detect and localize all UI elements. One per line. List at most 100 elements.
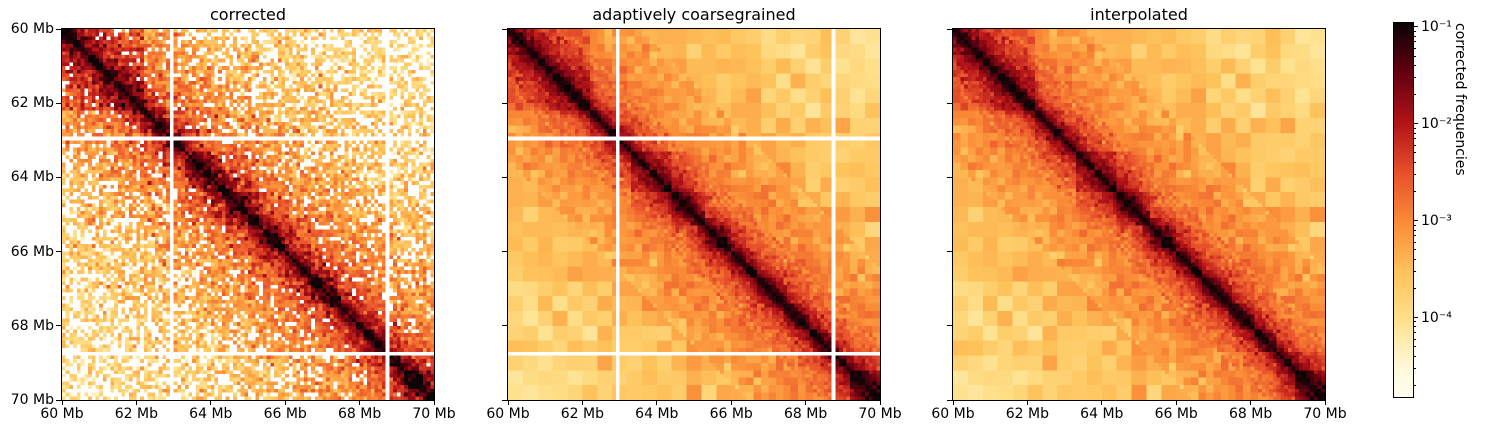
x-tick-mark bbox=[135, 401, 137, 405]
heatmap-canvas-2 bbox=[953, 29, 1325, 400]
colorbar-minor-tick bbox=[1413, 152, 1416, 154]
heatmap-canvas-0 bbox=[62, 29, 434, 400]
y-tick-mark bbox=[502, 251, 507, 253]
colorbar-minor-tick bbox=[1413, 224, 1416, 226]
plot-interpolated bbox=[952, 28, 1326, 401]
x-tick-label: 66 Mb bbox=[709, 406, 753, 422]
y-tick-mark bbox=[502, 399, 507, 401]
colorbar-minor-tick bbox=[1413, 338, 1416, 340]
x-tick-label: 64 Mb bbox=[189, 406, 233, 422]
x-tick-label: 68 Mb bbox=[1228, 406, 1273, 422]
x-tick-mark bbox=[1101, 401, 1103, 405]
colorbar-major-tick bbox=[1413, 26, 1418, 28]
x-tick-mark bbox=[581, 401, 583, 405]
colorbar-minor-tick bbox=[1413, 35, 1416, 37]
x-tick-mark bbox=[1026, 401, 1028, 405]
colorbar-tick-label: 10⁻⁴ bbox=[1421, 309, 1452, 326]
y-tick-mark bbox=[947, 251, 952, 253]
colorbar-minor-tick bbox=[1413, 249, 1416, 251]
colorbar-major-tick bbox=[1413, 123, 1418, 125]
y-tick-mark bbox=[56, 28, 61, 30]
colorbar-major-tick bbox=[1413, 220, 1418, 222]
colorbar-minor-tick bbox=[1413, 77, 1416, 79]
y-tick-mark bbox=[56, 102, 61, 104]
colorbar-tick-label: 10⁻³ bbox=[1421, 212, 1452, 229]
colorbar-minor-tick bbox=[1413, 190, 1416, 192]
colorbar-minor-tick bbox=[1413, 287, 1416, 289]
x-tick-label: 64 Mb bbox=[1080, 406, 1124, 422]
x-tick-label: 64 Mb bbox=[635, 406, 679, 422]
colorbar-minor-tick bbox=[1413, 235, 1416, 237]
y-tick-label: 60 Mb bbox=[10, 21, 54, 37]
y-tick-label: 68 Mb bbox=[10, 317, 54, 334]
y-tick-label: 64 Mb bbox=[10, 169, 54, 186]
y-tick-mark bbox=[502, 102, 507, 104]
x-tick-mark bbox=[656, 401, 658, 405]
y-tick-mark bbox=[947, 176, 952, 178]
x-tick-label: 62 Mb bbox=[1005, 406, 1050, 422]
x-tick-label: 60 Mb bbox=[931, 406, 975, 422]
x-tick-mark bbox=[1175, 401, 1177, 405]
colorbar-minor-tick bbox=[1413, 355, 1416, 357]
x-tick-label: 70 Mb bbox=[412, 406, 456, 422]
x-tick-label: 60 Mb bbox=[40, 406, 84, 422]
y-tick-mark bbox=[56, 176, 61, 178]
colorbar bbox=[1393, 22, 1414, 398]
colorbar-minor-tick bbox=[1413, 41, 1416, 43]
x-tick-mark bbox=[1324, 401, 1326, 405]
colorbar-minor-tick bbox=[1413, 144, 1416, 146]
y-tick-mark bbox=[56, 325, 61, 327]
y-tick-mark bbox=[502, 176, 507, 178]
y-tick-mark bbox=[56, 399, 61, 401]
x-tick-mark bbox=[359, 401, 361, 405]
colorbar-minor-tick bbox=[1413, 47, 1416, 49]
colorbar-minor-tick bbox=[1413, 332, 1416, 334]
colorbar-minor-tick bbox=[1413, 321, 1416, 323]
colorbar-tick-label: 10⁻¹ bbox=[1421, 18, 1452, 35]
panel-title-interpolated: interpolated bbox=[1090, 5, 1188, 24]
colorbar-minor-tick bbox=[1413, 270, 1416, 272]
x-tick-mark bbox=[879, 401, 881, 405]
x-tick-label: 60 Mb bbox=[486, 406, 530, 422]
colorbar-minor-tick bbox=[1413, 326, 1416, 328]
x-tick-mark bbox=[1250, 401, 1252, 405]
y-tick-mark bbox=[947, 325, 952, 327]
colorbar-minor-tick bbox=[1413, 346, 1416, 348]
colorbar-minor-tick bbox=[1413, 161, 1416, 163]
colorbar-minor-tick bbox=[1413, 229, 1416, 231]
y-tick-label: 70 Mb bbox=[10, 392, 54, 408]
x-tick-label: 62 Mb bbox=[114, 406, 159, 422]
colorbar-minor-tick bbox=[1413, 94, 1416, 96]
y-tick-mark bbox=[502, 28, 507, 30]
colorbar-minor-tick bbox=[1413, 30, 1416, 32]
heatmap-canvas-1 bbox=[508, 29, 880, 400]
colorbar-minor-tick bbox=[1413, 241, 1416, 243]
colorbar-minor-tick bbox=[1413, 367, 1416, 369]
x-tick-label: 66 Mb bbox=[263, 406, 307, 422]
x-tick-mark bbox=[507, 401, 509, 405]
colorbar-minor-tick bbox=[1413, 132, 1416, 134]
colorbar-minor-tick bbox=[1413, 64, 1416, 66]
colorbar-minor-tick bbox=[1413, 55, 1416, 57]
y-tick-mark bbox=[947, 102, 952, 104]
x-tick-label: 62 Mb bbox=[560, 406, 605, 422]
colorbar-minor-tick bbox=[1413, 384, 1416, 386]
x-tick-mark bbox=[805, 401, 807, 405]
colorbar-label: corrected frequencies bbox=[1452, 23, 1468, 176]
plot-corrected bbox=[61, 28, 435, 401]
x-tick-label: 70 Mb bbox=[1303, 406, 1347, 422]
y-tick-mark bbox=[502, 325, 507, 327]
colorbar-major-tick bbox=[1413, 317, 1418, 319]
y-tick-mark bbox=[56, 251, 61, 253]
y-tick-mark bbox=[947, 28, 952, 30]
x-tick-mark bbox=[952, 401, 954, 405]
colorbar-minor-tick bbox=[1413, 258, 1416, 260]
x-tick-label: 66 Mb bbox=[1154, 406, 1198, 422]
x-tick-label: 68 Mb bbox=[337, 406, 382, 422]
colorbar-minor-tick bbox=[1413, 173, 1416, 175]
colorbar-canvas bbox=[1394, 23, 1413, 397]
x-tick-mark bbox=[730, 401, 732, 405]
x-tick-mark bbox=[433, 401, 435, 405]
colorbar-minor-tick bbox=[1413, 127, 1416, 129]
